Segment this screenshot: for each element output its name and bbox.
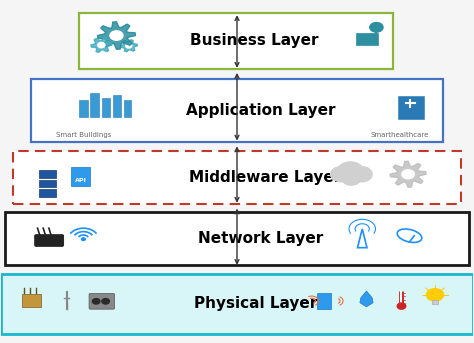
FancyBboxPatch shape (91, 93, 99, 117)
Polygon shape (98, 22, 136, 49)
Circle shape (92, 298, 100, 304)
Text: Business Layer: Business Layer (191, 33, 319, 48)
FancyBboxPatch shape (5, 213, 469, 265)
FancyBboxPatch shape (79, 13, 393, 69)
Text: Physical Layer: Physical Layer (194, 296, 318, 311)
FancyBboxPatch shape (71, 167, 91, 186)
FancyBboxPatch shape (12, 151, 462, 204)
Circle shape (98, 43, 105, 48)
Circle shape (402, 170, 414, 179)
Polygon shape (390, 161, 426, 187)
Circle shape (82, 238, 85, 240)
Text: Middleware Layer: Middleware Layer (189, 170, 341, 185)
FancyBboxPatch shape (38, 180, 56, 187)
Polygon shape (120, 40, 137, 52)
Circle shape (337, 162, 364, 181)
FancyBboxPatch shape (318, 293, 330, 309)
FancyBboxPatch shape (35, 235, 64, 246)
Text: Smarthealthcare: Smarthealthcare (371, 132, 429, 138)
Circle shape (342, 172, 361, 185)
Circle shape (370, 23, 383, 32)
FancyBboxPatch shape (0, 274, 474, 334)
Text: API: API (74, 178, 86, 182)
Circle shape (330, 167, 351, 182)
FancyBboxPatch shape (102, 98, 110, 117)
Circle shape (126, 44, 132, 48)
FancyBboxPatch shape (124, 100, 131, 117)
Circle shape (110, 31, 123, 40)
FancyBboxPatch shape (38, 189, 56, 197)
FancyBboxPatch shape (89, 294, 115, 309)
FancyBboxPatch shape (38, 170, 56, 178)
Text: Application Layer: Application Layer (186, 103, 336, 118)
FancyBboxPatch shape (31, 79, 443, 142)
FancyBboxPatch shape (79, 100, 88, 117)
Circle shape (427, 289, 444, 301)
FancyBboxPatch shape (398, 96, 424, 119)
Polygon shape (91, 38, 112, 52)
Circle shape (397, 303, 406, 309)
Polygon shape (360, 291, 373, 307)
Circle shape (351, 167, 372, 182)
Circle shape (102, 298, 109, 304)
FancyBboxPatch shape (432, 299, 438, 304)
Text: Network Layer: Network Layer (198, 232, 323, 247)
FancyBboxPatch shape (356, 34, 378, 45)
FancyBboxPatch shape (22, 294, 41, 307)
Text: Smart Buildings: Smart Buildings (56, 132, 111, 138)
FancyBboxPatch shape (113, 95, 121, 117)
